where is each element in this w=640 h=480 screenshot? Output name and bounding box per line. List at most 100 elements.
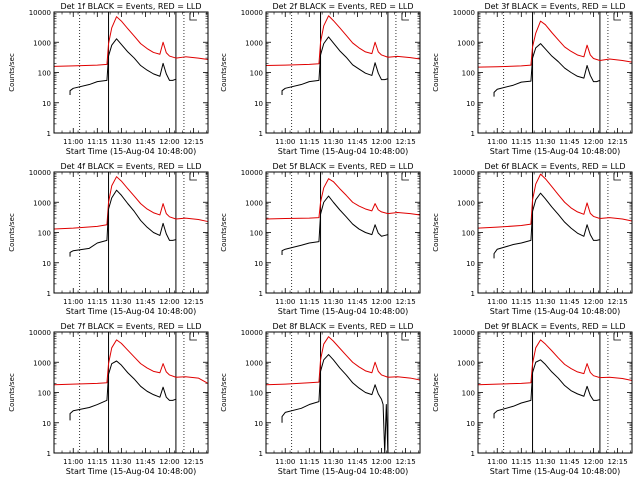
plot-frame (477, 11, 633, 134)
panel-1: Det 1f BLACK = Events, RED = LLD Counts/s… (8, 2, 209, 156)
y-tick-label: 10 (254, 260, 263, 268)
y-tick-label: 1000 (245, 39, 263, 47)
plot-frame (265, 11, 421, 134)
series-line-lld (265, 15, 421, 67)
x-tick-label: 11:30 (111, 298, 131, 306)
y-tick-label: 10000 (453, 329, 475, 337)
plot-frame (53, 171, 209, 294)
panel-title: Det 9f BLACK = Events, RED = LLD (484, 322, 625, 331)
x-tick-label: 12:15 (183, 138, 203, 146)
panel-title: Det 1f BLACK = Events, RED = LLD (60, 2, 201, 11)
y-tick-label: 1000 (33, 39, 51, 47)
series-line-events (281, 195, 389, 256)
series-line-lld (265, 178, 421, 220)
y-tick-label: 10000 (29, 329, 51, 337)
y-tick-label: 10 (466, 420, 475, 428)
x-tick-label: 12:00 (159, 138, 179, 146)
x-tick-label: 12:00 (159, 458, 179, 466)
x-tick-label: 11:00 (63, 298, 83, 306)
x-axis-label: Start Time (15-Aug-04 10:48:00) (66, 307, 197, 316)
y-tick-label: 1000 (33, 359, 51, 367)
x-tick-label: 12:15 (607, 138, 627, 146)
y-tick-label: 10 (254, 420, 263, 428)
y-axis-label: Counts/sec (432, 53, 440, 92)
x-tick-label: 11:45 (559, 298, 579, 306)
y-tick-label: 1 (47, 130, 51, 138)
series-line-lld (477, 339, 633, 386)
series-line-events (281, 36, 389, 96)
x-tick-label: 11:15 (299, 298, 319, 306)
y-tick-label: 1 (259, 290, 263, 298)
x-tick-label: 12:15 (395, 458, 415, 466)
y-axis-label: Counts/sec (432, 373, 440, 412)
y-tick-label: 100 (250, 70, 263, 78)
x-tick-label: 11:45 (559, 458, 579, 466)
x-tick-label: 11:15 (87, 458, 107, 466)
series-line-events (493, 43, 601, 97)
y-tick-label: 100 (462, 390, 475, 398)
series-line-events (493, 192, 601, 259)
y-tick-label: 10 (254, 100, 263, 108)
x-tick-label: 11:45 (135, 458, 155, 466)
corner-bracket (189, 333, 197, 341)
x-tick-label: 12:00 (371, 298, 391, 306)
x-tick-label: 12:00 (583, 458, 603, 466)
plot-frame (477, 171, 633, 294)
x-tick-label: 12:15 (395, 138, 415, 146)
x-axis-label: Start Time (15-Aug-04 10:48:00) (490, 147, 621, 156)
y-tick-label: 10000 (29, 169, 51, 177)
x-tick-label: 11:30 (111, 138, 131, 146)
x-tick-label: 11:30 (111, 458, 131, 466)
y-tick-label: 10 (42, 100, 51, 108)
x-tick-label: 11:45 (347, 458, 367, 466)
panel-title: Det 7f BLACK = Events, RED = LLD (60, 322, 201, 331)
series-line-lld (265, 336, 421, 386)
y-tick-label: 1 (47, 290, 51, 298)
x-tick-label: 11:30 (323, 458, 343, 466)
corner-bracket (401, 173, 409, 181)
y-tick-label: 100 (38, 70, 51, 78)
panel-title: Det 2f BLACK = Events, RED = LLD (272, 2, 413, 11)
x-axis-label: Start Time (15-Aug-04 10:48:00) (66, 467, 197, 476)
panel-8: Det 8f BLACK = Events, RED = LLD Counts/s… (220, 322, 421, 476)
x-axis-label: Start Time (15-Aug-04 10:48:00) (278, 307, 409, 316)
plot-frame (265, 171, 421, 294)
panel-title: Det 8f BLACK = Events, RED = LLD (272, 322, 413, 331)
series-line-events (69, 189, 177, 257)
x-axis-label: Start Time (15-Aug-04 10:48:00) (490, 467, 621, 476)
x-tick-label: 11:00 (63, 458, 83, 466)
corner-bracket (401, 13, 409, 21)
y-tick-label: 1 (471, 450, 475, 458)
y-tick-label: 1000 (245, 199, 263, 207)
x-tick-label: 11:00 (487, 458, 507, 466)
x-tick-label: 11:45 (559, 138, 579, 146)
x-tick-label: 11:00 (487, 138, 507, 146)
panel-title: Det 6f BLACK = Events, RED = LLD (484, 162, 625, 171)
x-tick-label: 11:30 (535, 298, 555, 306)
y-tick-label: 100 (38, 230, 51, 238)
plot-frame (477, 331, 633, 454)
y-tick-label: 10 (42, 420, 51, 428)
x-tick-label: 11:15 (511, 458, 531, 466)
corner-bracket (189, 13, 197, 21)
y-tick-label: 1 (471, 290, 475, 298)
y-tick-label: 1000 (245, 359, 263, 367)
y-tick-label: 1000 (33, 199, 51, 207)
y-axis-label: Counts/sec (220, 53, 228, 92)
corner-bracket (613, 173, 621, 181)
panel-title: Det 4f BLACK = Events, RED = LLD (60, 162, 201, 171)
x-tick-label: 11:00 (275, 298, 295, 306)
panel-title: Det 5f BLACK = Events, RED = LLD (272, 162, 413, 171)
y-axis-label: Counts/sec (8, 213, 16, 252)
y-axis-label: Counts/sec (8, 53, 16, 92)
y-tick-label: 100 (462, 230, 475, 238)
x-tick-label: 12:00 (159, 298, 179, 306)
x-tick-label: 11:00 (275, 138, 295, 146)
x-tick-label: 11:15 (511, 298, 531, 306)
series-line-lld (53, 16, 209, 67)
corner-bracket (613, 13, 621, 21)
y-tick-label: 1000 (457, 199, 475, 207)
x-tick-label: 11:00 (275, 458, 295, 466)
x-tick-label: 12:15 (607, 458, 627, 466)
